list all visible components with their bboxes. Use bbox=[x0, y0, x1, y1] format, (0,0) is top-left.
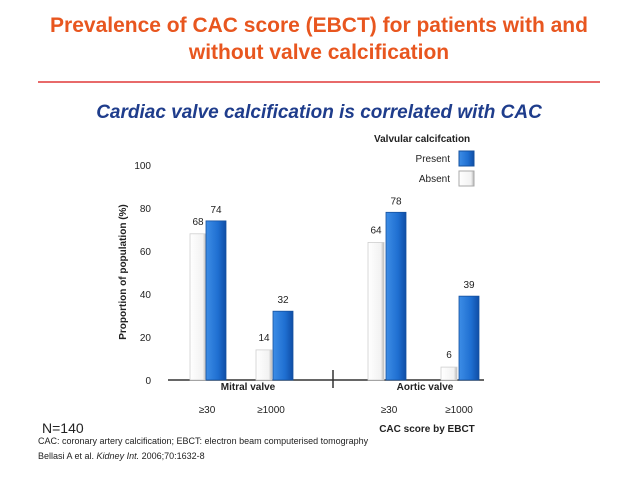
reference: Bellasi A et al. Kidney Int. 2006;70:163… bbox=[38, 451, 205, 461]
group-label-aortic: Aortic valve bbox=[397, 382, 454, 393]
legend-label-present: Present bbox=[416, 154, 451, 165]
footnote: CAC: coronary artery calcification; EBCT… bbox=[38, 436, 369, 446]
x-tick-label: ≥30 bbox=[199, 405, 216, 416]
title-line-2: without valve calcification bbox=[188, 41, 450, 64]
data-label-absent: 64 bbox=[370, 225, 382, 236]
data-label-absent: 6 bbox=[446, 350, 452, 361]
data-label-present: 78 bbox=[390, 196, 402, 207]
y-tick-label: 0 bbox=[145, 376, 151, 387]
data-label-absent: 14 bbox=[258, 333, 270, 344]
y-axis-title: Proportion of population (%) bbox=[118, 204, 129, 340]
data-label-absent: 68 bbox=[192, 217, 204, 228]
x-tick-label: ≥1000 bbox=[257, 405, 285, 416]
y-tick-label: 80 bbox=[140, 204, 152, 215]
bar-present bbox=[458, 295, 480, 381]
legend-title: Valvular calcifcation bbox=[374, 134, 470, 145]
x-tick-label: ≥1000 bbox=[445, 405, 473, 416]
bar-present bbox=[205, 220, 227, 381]
title-line-1: Prevalence of CAC score (EBCT) for patie… bbox=[50, 14, 588, 37]
bar-absent bbox=[255, 349, 273, 381]
group-label-mitral: Mitral valve bbox=[221, 382, 276, 393]
sample-size-label: N=140 bbox=[42, 420, 84, 436]
x-axis-title: CAC score by EBCT bbox=[379, 424, 475, 435]
title-divider bbox=[38, 81, 600, 83]
bar-present bbox=[385, 211, 407, 381]
data-label-present: 74 bbox=[210, 205, 222, 216]
bar-absent bbox=[440, 366, 458, 381]
bar-present bbox=[272, 310, 294, 381]
y-tick-label: 20 bbox=[140, 333, 152, 344]
x-tick-label: ≥30 bbox=[381, 405, 398, 416]
bar-absent bbox=[367, 241, 385, 381]
slide-subtitle: Cardiac valve calcification is correlate… bbox=[96, 102, 542, 123]
data-label-present: 32 bbox=[277, 295, 289, 306]
legend-label-absent: Absent bbox=[419, 174, 450, 185]
slide-title: Prevalence of CAC score (EBCT) for patie… bbox=[20, 12, 618, 66]
y-tick-label: 40 bbox=[140, 290, 152, 301]
data-label-present: 39 bbox=[463, 280, 475, 291]
legend-swatch-absent bbox=[458, 170, 475, 187]
legend-swatch-present bbox=[458, 150, 475, 167]
bar-absent bbox=[189, 233, 207, 381]
y-tick-label: 100 bbox=[134, 161, 151, 172]
y-tick-label: 60 bbox=[140, 247, 152, 258]
